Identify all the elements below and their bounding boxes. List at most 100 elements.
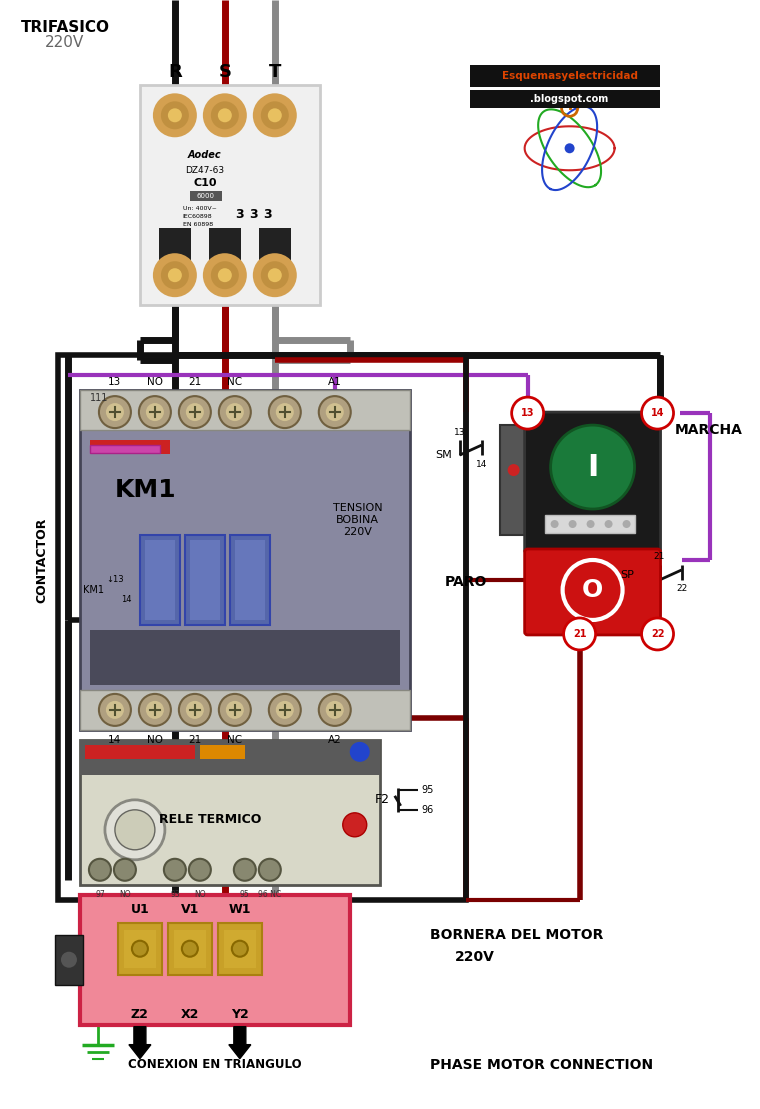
Circle shape [232, 940, 248, 957]
Text: 93: 93 [170, 891, 180, 899]
Text: NO: NO [147, 377, 163, 387]
Text: W1: W1 [229, 903, 251, 916]
Circle shape [641, 397, 673, 429]
Text: 96: 96 [422, 805, 434, 815]
Circle shape [168, 268, 182, 282]
Text: PARO: PARO [445, 574, 487, 589]
Circle shape [139, 694, 171, 726]
Text: U1: U1 [131, 903, 149, 916]
Circle shape [343, 813, 367, 837]
Circle shape [161, 262, 189, 289]
Bar [235, 540, 264, 620]
Circle shape [350, 742, 370, 762]
Circle shape [550, 425, 635, 509]
Bar [90, 445, 160, 454]
Text: SP: SP [621, 570, 635, 580]
Text: 21: 21 [188, 377, 201, 387]
Bar [124, 929, 156, 968]
Circle shape [587, 520, 594, 528]
Circle shape [326, 701, 344, 719]
Bar [80, 390, 410, 430]
Text: A1: A1 [328, 377, 342, 387]
Circle shape [622, 520, 631, 528]
Circle shape [253, 253, 297, 297]
Text: I: I [587, 452, 598, 481]
Circle shape [568, 520, 577, 528]
Bar [55, 935, 83, 985]
Bar [259, 228, 291, 273]
Bar [90, 440, 170, 454]
Circle shape [211, 262, 239, 289]
Circle shape [564, 618, 596, 650]
Bar [80, 895, 350, 1025]
Text: RELE TERMICO: RELE TERMICO [159, 813, 261, 826]
Circle shape [179, 694, 211, 726]
Bar [118, 923, 162, 975]
Text: 13: 13 [108, 377, 122, 387]
Text: KM1: KM1 [115, 478, 176, 502]
Text: BORNERA DEL MOTOR: BORNERA DEL MOTOR [429, 928, 603, 942]
Text: 13: 13 [454, 428, 465, 437]
Circle shape [61, 952, 77, 968]
Text: 3: 3 [264, 207, 272, 221]
Circle shape [211, 101, 239, 130]
Circle shape [89, 858, 111, 881]
Bar [85, 745, 195, 759]
Circle shape [168, 109, 182, 122]
Circle shape [226, 701, 244, 719]
Bar [200, 745, 245, 759]
Text: ↓13: ↓13 [106, 576, 124, 584]
Text: 95: 95 [240, 891, 250, 899]
Text: 13: 13 [521, 408, 534, 418]
Text: Aodec: Aodec [188, 151, 222, 161]
Text: 96 NC: 96 NC [258, 891, 281, 899]
Circle shape [268, 109, 282, 122]
Bar [58, 355, 466, 899]
Text: .blogspot.com: .blogspot.com [530, 94, 609, 104]
Bar [140, 85, 320, 305]
Bar [545, 515, 635, 533]
Text: R: R [168, 63, 182, 81]
Circle shape [153, 253, 197, 297]
Bar [185, 535, 225, 625]
Text: TENSION
BOBINA
220V: TENSION BOBINA 220V [333, 503, 382, 537]
Bar [470, 65, 660, 88]
Text: 22: 22 [676, 584, 687, 593]
Circle shape [261, 101, 289, 130]
Text: 97: 97 [95, 891, 105, 899]
Circle shape [106, 403, 124, 421]
Circle shape [203, 93, 247, 138]
Text: 3: 3 [249, 207, 258, 221]
Circle shape [605, 520, 613, 528]
Text: 21: 21 [188, 735, 201, 745]
Circle shape [203, 253, 247, 297]
Text: 111: 111 [90, 393, 109, 403]
FancyBboxPatch shape [524, 549, 660, 635]
Circle shape [218, 268, 232, 282]
Bar [80, 740, 380, 885]
Circle shape [189, 858, 211, 881]
Bar [190, 540, 220, 620]
Text: F2: F2 [375, 793, 390, 806]
Circle shape [511, 397, 543, 429]
Circle shape [99, 694, 131, 726]
Text: T: T [268, 63, 281, 81]
Circle shape [550, 520, 559, 528]
Circle shape [269, 694, 301, 726]
Bar [145, 540, 175, 620]
Text: NC: NC [227, 735, 242, 745]
Text: 14: 14 [108, 735, 122, 745]
FancyArrow shape [229, 1027, 251, 1059]
Text: 6000: 6000 [197, 193, 215, 200]
Circle shape [219, 396, 251, 428]
Text: S: S [218, 63, 231, 81]
FancyArrow shape [129, 1027, 151, 1059]
Circle shape [226, 403, 244, 421]
Circle shape [161, 101, 189, 130]
Bar [230, 535, 270, 625]
Circle shape [146, 403, 164, 421]
Circle shape [326, 403, 344, 421]
Text: O: O [582, 578, 603, 602]
Text: SM: SM [435, 450, 451, 460]
Circle shape [253, 93, 297, 138]
